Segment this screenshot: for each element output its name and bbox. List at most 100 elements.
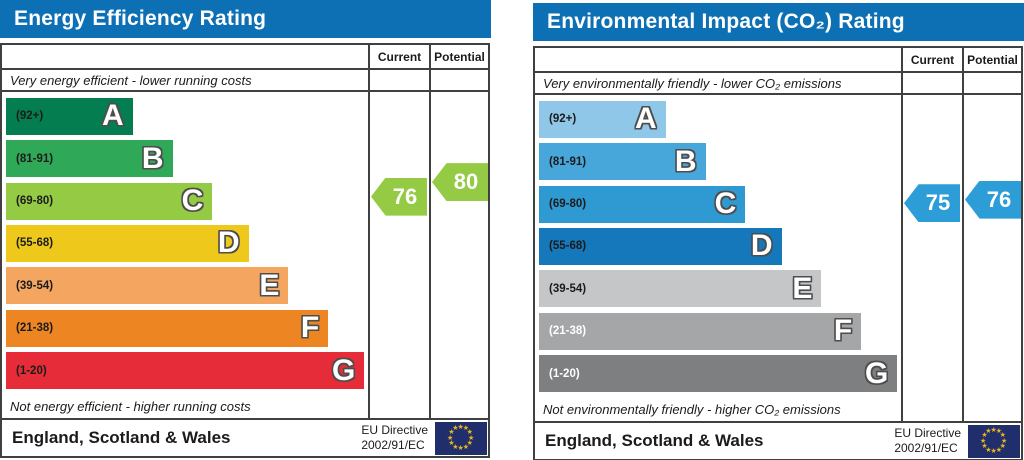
band-bar-F: (21-38) F	[6, 309, 329, 347]
eu-flag-icon: ★ ★ ★ ★ ★ ★ ★ ★ ★ ★ ★ ★	[968, 424, 1020, 458]
band-bar-D: (55-68) D	[539, 227, 782, 265]
band-range-label: (55-68)	[16, 237, 54, 250]
eu-flag-star: ★	[985, 428, 992, 436]
band-range-label: (81-91)	[549, 155, 587, 168]
region-label: England, Scotland & Wales	[545, 431, 764, 450]
band-range-label: (39-54)	[16, 279, 54, 292]
eu-flag-star: ★	[452, 425, 459, 433]
band-range-label: (55-68)	[549, 240, 587, 253]
panel-title: Environmental Impact (CO₂) Rating	[547, 10, 905, 33]
top-caption: Very environmentally friendly - lower CO…	[535, 73, 901, 95]
table-footer: England, Scotland & Wales EU Directive 2…	[2, 418, 488, 456]
current-column-header: Current	[368, 45, 429, 70]
band-range-label: (21-38)	[549, 325, 587, 338]
band-row-F: (21-38) F	[6, 307, 368, 349]
band-bar-B: (81-91) B	[539, 143, 706, 181]
band-letter: A	[635, 102, 657, 136]
band-bar-D: (55-68) D	[6, 224, 249, 262]
bottom-caption: Not energy efficient - higher running co…	[10, 399, 251, 414]
band-bar-E: (39-54) E	[6, 267, 289, 305]
band-row-G: (1-20) G	[539, 353, 901, 395]
potential-column-header: Potential	[429, 45, 488, 70]
table-footer: England, Scotland & Wales EU Directive 2…	[535, 421, 1021, 459]
panel-title-bar: Environmental Impact (CO₂) Rating	[533, 3, 1024, 41]
eu-flag-star: ★	[448, 429, 455, 437]
eu-flag-star: ★	[990, 427, 997, 434]
band-bar-A: (92+) A	[539, 100, 666, 138]
eu-directive-label: EU Directive 2002/91/EC	[361, 423, 428, 452]
eu-flag-star: ★	[466, 439, 473, 447]
band-letter: D	[217, 226, 240, 260]
band-range-label: (39-54)	[549, 282, 587, 295]
band-letter: E	[792, 271, 813, 305]
eu-flag-star: ★	[462, 443, 470, 451]
rating-bands: (92+) A (81-91) B (69-80) C (55-68) D (39-54) E (2…	[535, 95, 901, 398]
band-row-E: (39-54) E	[539, 268, 901, 310]
band-range-label: (1-20)	[16, 364, 47, 377]
eu-flag-star: ★	[448, 439, 455, 447]
top-caption: Very energy efficient - lower running co…	[2, 70, 368, 92]
band-letter: F	[833, 314, 853, 348]
eu-flag-star: ★	[981, 442, 988, 450]
band-row-C: (69-80) C	[6, 180, 368, 222]
band-letter: G	[865, 356, 889, 390]
band-row-D: (55-68) D	[6, 222, 368, 264]
band-bar-B: (81-91) B	[6, 140, 173, 178]
band-bar-C: (69-80) C	[539, 185, 746, 223]
eu-flag-star: ★	[981, 432, 988, 440]
band-bar-C: (69-80) C	[6, 182, 213, 220]
band-range-label: (69-80)	[549, 198, 587, 211]
potential-column-header: Potential	[962, 48, 1021, 73]
eu-flag-star: ★	[1001, 437, 1008, 445]
band-range-label: (92+)	[549, 113, 577, 126]
eu-flag-star: ★	[457, 424, 464, 431]
band-letter: F	[300, 311, 320, 345]
corner-cell	[535, 48, 901, 73]
band-bar-A: (92+) A	[6, 97, 133, 135]
band-row-E: (39-54) E	[6, 265, 368, 307]
band-row-F: (21-38) F	[539, 310, 901, 352]
bottom-caption: Not environmentally friendly - higher CO…	[543, 402, 841, 417]
current-column-header: Current	[901, 48, 962, 73]
environmental-impact-panel: Environmental Impact (CO₂) Rating Curren…	[533, 3, 1024, 460]
corner-cell	[2, 45, 368, 70]
band-bar-F: (21-38) F	[539, 312, 862, 350]
eu-flag-star: ★	[995, 446, 1003, 454]
band-bar-E: (39-54) E	[539, 270, 822, 308]
band-row-G: (1-20) G	[6, 350, 368, 392]
panel-title: Energy Efficiency Rating	[14, 7, 267, 30]
eu-flag-star: ★	[980, 437, 987, 445]
band-letter: B	[141, 141, 164, 175]
eu-flag-star: ★	[462, 425, 470, 433]
band-row-C: (69-80) C	[539, 183, 901, 225]
eu-flag-star: ★	[466, 429, 473, 437]
eu-flag-star: ★	[999, 432, 1006, 440]
energy-efficiency-panel: Energy Efficiency Rating Current Potenti…	[0, 0, 491, 460]
band-letter: A	[102, 99, 124, 133]
band-range-label: (1-20)	[549, 367, 580, 380]
rating-bands: (92+) A (81-91) B (69-80) C (55-68) D (39-54) E (2…	[2, 92, 368, 395]
band-letter: C	[181, 184, 204, 218]
band-row-D: (55-68) D	[539, 225, 901, 267]
band-letter: E	[259, 268, 280, 302]
eu-flag-star: ★	[452, 443, 459, 451]
band-range-label: (81-91)	[16, 152, 54, 165]
region-label: England, Scotland & Wales	[12, 428, 231, 447]
eu-flag-star: ★	[995, 428, 1003, 436]
eu-directive-label: EU Directive 2002/91/EC	[894, 426, 961, 455]
band-row-A: (92+) A	[539, 98, 901, 140]
band-letter: D	[750, 229, 773, 263]
eu-flag-icon: ★ ★ ★ ★ ★ ★ ★ ★ ★ ★ ★ ★	[435, 421, 487, 455]
band-range-label: (92+)	[16, 110, 44, 123]
band-bar-G: (1-20) G	[539, 355, 898, 393]
eu-flag-star: ★	[468, 434, 475, 442]
band-row-B: (81-91) B	[539, 140, 901, 182]
band-letter: B	[674, 144, 697, 178]
band-letter: G	[332, 353, 356, 387]
band-range-label: (69-80)	[16, 195, 54, 208]
band-letter: C	[714, 187, 737, 221]
eu-flag-star: ★	[999, 442, 1006, 450]
eu-flag-star: ★	[457, 445, 464, 452]
band-bar-G: (1-20) G	[6, 352, 365, 390]
